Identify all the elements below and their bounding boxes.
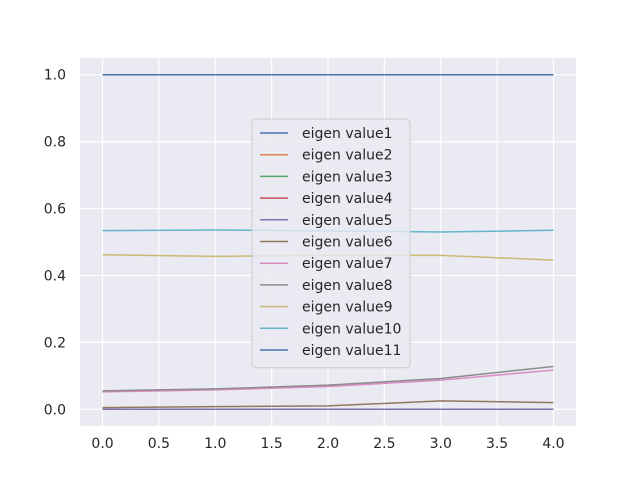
legend-label-5: eigen value5 (302, 213, 392, 229)
x-tick-label: 2.0 (317, 436, 339, 452)
y-tick-label: 0.2 (44, 335, 66, 351)
series-lines (102, 73, 554, 411)
x-tick-label: 1.5 (261, 436, 283, 452)
series-line-7 (102, 369, 554, 393)
y-axis-ticks: 0.0 0.2 0.4 0.6 0.8 1.0 (44, 68, 66, 419)
legend-label-10: eigen value10 (302, 321, 401, 337)
legend-label-11: eigen value11 (302, 343, 401, 359)
legend-label-9: eigen value9 (302, 300, 392, 316)
y-tick-label: 0.4 (44, 268, 66, 284)
legend-label-7: eigen value7 (302, 256, 392, 272)
legend-box (251, 118, 411, 369)
x-tick-label: 0.5 (148, 436, 170, 452)
y-tick-label: 1.0 (44, 68, 66, 84)
legend-label-2: eigen value2 (302, 148, 392, 164)
y-tick-label: 0.0 (44, 402, 66, 418)
x-tick-label: 4.0 (542, 436, 564, 452)
x-tick-label: 0.0 (91, 436, 113, 452)
x-tick-label: 2.5 (373, 436, 395, 452)
x-tick-label: 3.0 (430, 436, 452, 452)
legend-label-6: eigen value6 (302, 235, 393, 251)
legend-label-4: eigen value4 (302, 191, 393, 207)
x-axis-ticks: 0.0 0.5 1.0 1.5 2.0 2.5 3.0 3.5 4.0 (91, 436, 564, 452)
y-tick-label: 0.6 (44, 202, 66, 218)
x-tick-label: 1.0 (204, 436, 226, 452)
series-line-8 (102, 365, 554, 392)
series-line-6 (102, 400, 554, 409)
legend: eigen value1 eigen value2 eigen value3 eige… (251, 118, 411, 369)
y-tick-label: 0.8 (44, 135, 66, 151)
legend-label-3: eigen value3 (302, 169, 392, 185)
legend-label-1: eigen value1 (302, 126, 392, 142)
x-tick-label: 3.5 (486, 436, 508, 452)
legend-label-8: eigen value8 (302, 278, 392, 294)
